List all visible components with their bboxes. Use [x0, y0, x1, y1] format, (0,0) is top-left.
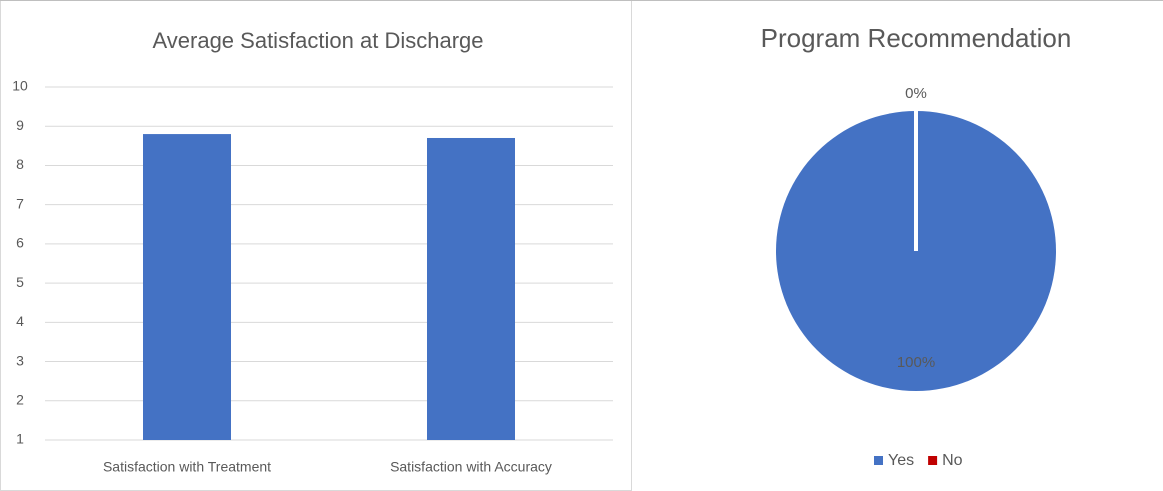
- y-tick-label: 8: [16, 156, 24, 172]
- y-tick-label: 2: [16, 391, 24, 407]
- y-tick-label: 6: [16, 235, 24, 251]
- chart-title: Average Satisfaction at Discharge: [153, 28, 484, 53]
- bar: [427, 137, 515, 440]
- bar: [143, 134, 231, 441]
- panel-frame: [0, 0, 632, 491]
- y-tick-label: 10: [12, 78, 28, 94]
- legend-swatch: [874, 456, 883, 465]
- legend-label: Yes: [888, 452, 914, 469]
- data-label: 0%: [905, 85, 927, 102]
- data-label: 100%: [897, 354, 935, 371]
- y-tick-label: 1: [16, 431, 24, 447]
- legend-label: No: [942, 452, 963, 469]
- legend-swatch: [928, 456, 938, 465]
- y-tick-label: 5: [16, 274, 24, 290]
- chart-title: Program Recommendation: [761, 23, 1072, 53]
- y-tick-label: 3: [16, 352, 24, 368]
- y-tick-label: 4: [16, 313, 24, 329]
- x-tick-label: Satisfaction with Accuracy: [390, 459, 552, 475]
- y-tick-label: 9: [16, 117, 24, 133]
- x-tick-label: Satisfaction with Treatment: [103, 459, 271, 475]
- y-tick-label: 7: [16, 195, 24, 211]
